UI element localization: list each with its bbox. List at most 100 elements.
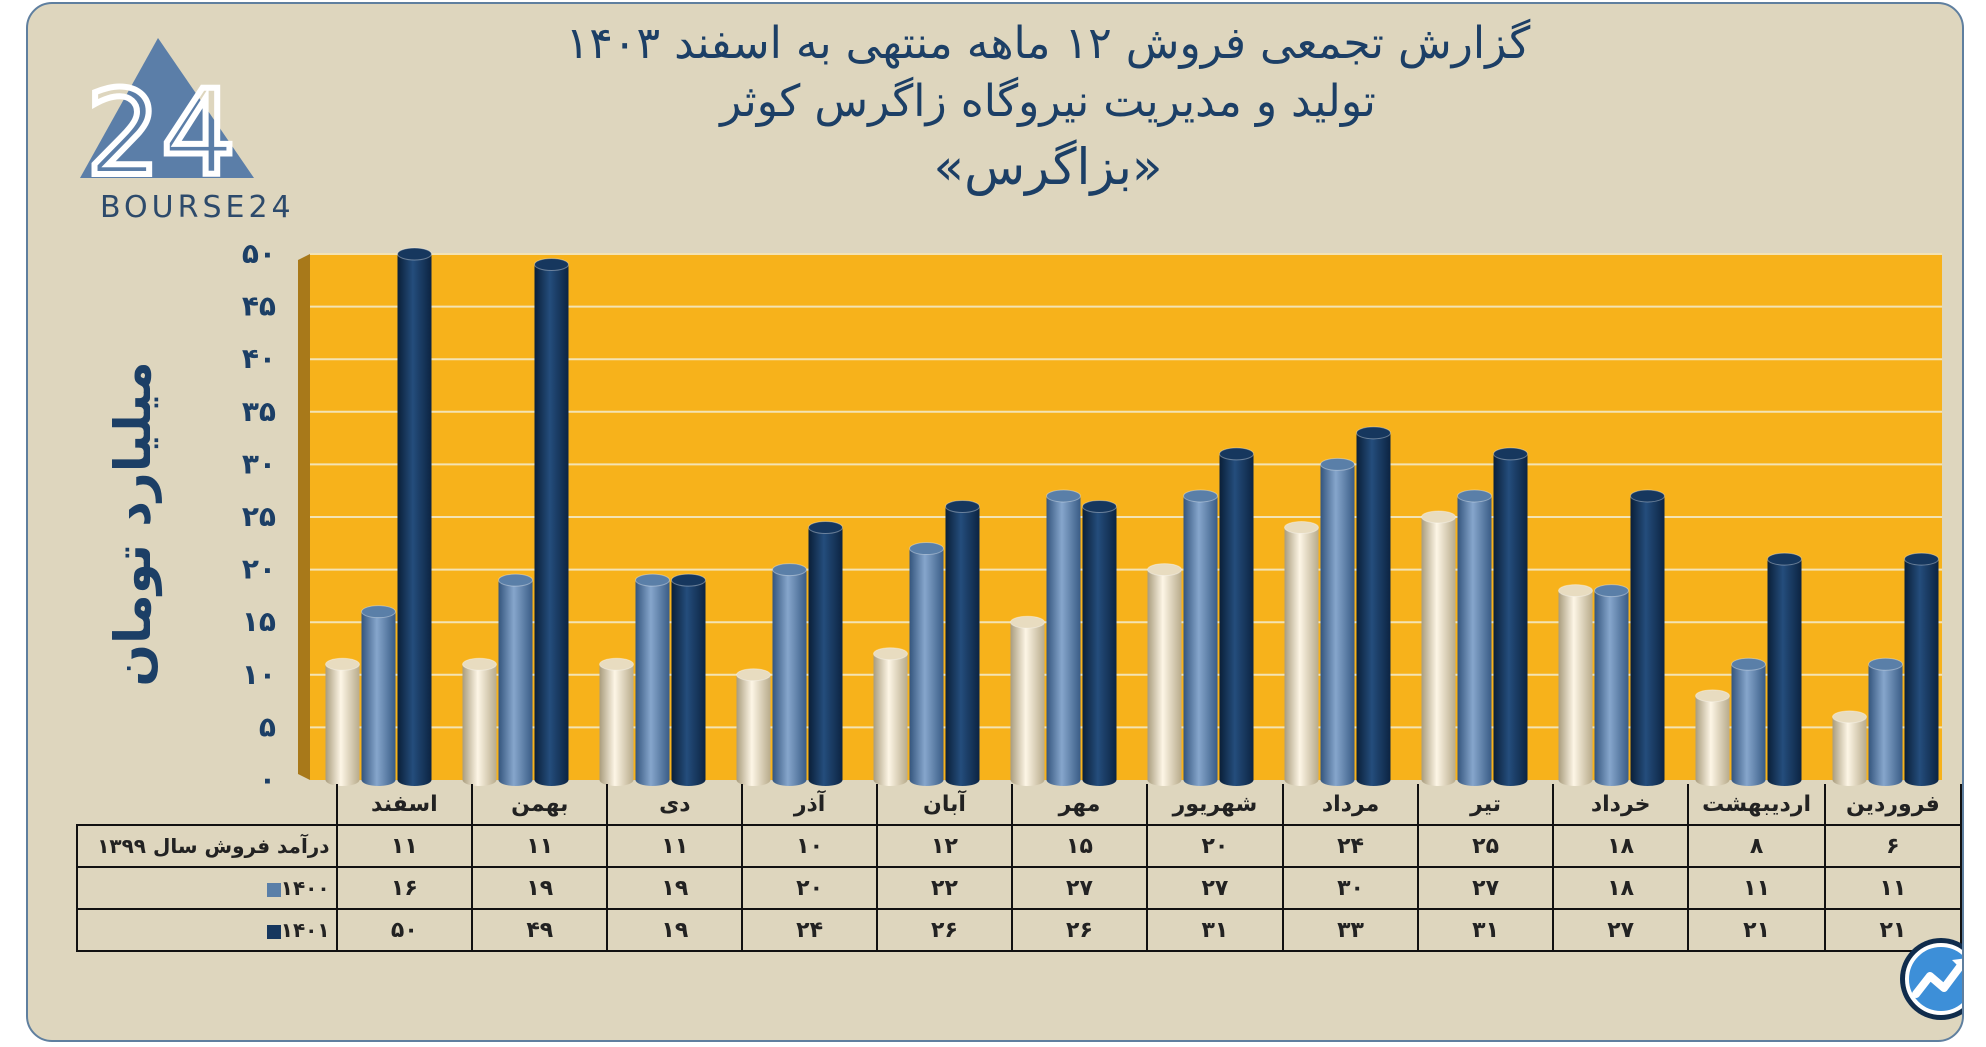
y-tick-label: ۱۵ <box>242 605 276 638</box>
data-label: ۱۲ <box>875 824 1013 868</box>
table-row: درآمد فروش سال ۱۳۹۹ ۱۱ ۱۱ ۱۱ ۱۰ ۱۲ ۱۵ ۲۰ ۲۴ ۲۵ ۱۸ ۸… <box>76 824 1962 868</box>
bars <box>325 247 1939 786</box>
data-label: ۲۰ <box>741 866 878 910</box>
data-label: ۱۱ <box>606 824 744 868</box>
logo-wordmark: BOURSE24 <box>100 190 295 225</box>
bar-3-6 <box>1219 447 1254 786</box>
y-tick-label: ۴۵ <box>242 290 276 323</box>
data-label: ۱۶ <box>335 866 474 910</box>
bar-1-5 <box>1284 521 1319 786</box>
legend-swatch <box>266 882 281 897</box>
month-label: بهمن <box>471 784 609 826</box>
bar-2-6 <box>1183 489 1218 786</box>
data-label: ۳۱ <box>1417 908 1554 952</box>
bar-2-5 <box>1320 457 1355 786</box>
data-label: ۸ <box>1687 824 1826 868</box>
bar-2-4 <box>1457 489 1492 786</box>
data-label: ۱۹ <box>471 866 609 910</box>
bar-1-8 <box>873 647 908 786</box>
data-label: ۳۳ <box>1281 908 1420 952</box>
bar-1-6 <box>1147 563 1182 786</box>
data-label: ۴۹ <box>471 908 609 952</box>
bar-2-10 <box>635 573 670 786</box>
data-label: ۲۷ <box>1145 866 1284 910</box>
data-label: ۱۱ <box>1687 866 1826 910</box>
series-label: درآمد فروش سال ۱۳۹۹ <box>76 824 338 868</box>
chart-title-line-3: «بزاگرس» <box>933 138 1163 196</box>
data-label: ۲۱ <box>1687 908 1826 952</box>
bar-2-2 <box>1731 657 1766 786</box>
month-label: دی <box>606 784 744 826</box>
bar-2-11 <box>498 573 533 786</box>
bar-3-9 <box>808 521 843 786</box>
month-label: تیر <box>1417 784 1554 826</box>
bar-3-7 <box>1082 499 1117 786</box>
data-label: ۲۷ <box>1010 866 1148 910</box>
data-label: ۳۰ <box>1281 866 1420 910</box>
bar-3-4 <box>1493 447 1528 786</box>
bar-3-11 <box>534 258 569 786</box>
data-label: ۲۴ <box>741 908 878 952</box>
data-label: ۱۹ <box>606 908 744 952</box>
table-corner-cell <box>77 784 338 826</box>
bourse24-logo-icon: 24 <box>80 38 254 205</box>
data-label: ۲۶ <box>875 908 1013 952</box>
bar-3-12 <box>397 247 432 786</box>
month-label: اردیبهشت <box>1687 784 1826 826</box>
trend-chart-badge-icon <box>1900 938 1962 1020</box>
data-label: ۶ <box>1823 824 1962 868</box>
bar-3-3 <box>1630 489 1665 786</box>
legend-swatch <box>266 924 281 939</box>
data-label: ۱۱ <box>335 824 474 868</box>
table-header-row: اسفند بهمن دی آذر آبان مهر شهریور مرداد تیر خرداد… <box>77 784 1962 826</box>
bar-1-12 <box>325 657 360 786</box>
data-label: ۲۲ <box>875 866 1013 910</box>
bar-3-8 <box>945 499 980 786</box>
chart-title-line-1: گزارش تجمعی فروش ۱۲ ماهه منتهی به اسفند … <box>565 18 1531 69</box>
month-label: آذر <box>741 784 878 826</box>
y-tick-label: ۲۵ <box>242 500 276 533</box>
month-label: مرداد <box>1281 784 1420 826</box>
gridlines <box>310 253 1942 729</box>
bar-1-3 <box>1558 584 1593 786</box>
series-name: ۱۴۰۰ <box>280 876 330 900</box>
data-label: ۲۰ <box>1145 824 1284 868</box>
month-label: مهر <box>1010 784 1148 826</box>
y-tick-label: ۵ <box>259 710 276 743</box>
data-label: ۲۶ <box>1010 908 1148 952</box>
data-label: ۱۵ <box>1010 824 1148 868</box>
bar-1-11 <box>462 657 497 786</box>
bar-1-4 <box>1421 510 1456 786</box>
month-label: خرداد <box>1551 784 1690 826</box>
chart-card: ۰ ۵ ۱۰ ۱۵ ۲۰ ۲۵ ۳۰ ۳۵ ۴۰ ۴۵ ۵۰ 24 گزارش تجمعی فروش… <box>26 2 1964 1042</box>
bar-2-9 <box>772 563 807 786</box>
bar-3-1 <box>1904 552 1939 786</box>
bar-3-2 <box>1767 552 1802 786</box>
chart-title-line-2: تولید و مدیریت نیروگاه زاگرس کوثر <box>720 76 1376 127</box>
data-label: ۵۰ <box>335 908 474 952</box>
y-tick-label: ۵۰ <box>242 237 276 270</box>
data-label: ۱۱ <box>1823 866 1962 910</box>
bar-1-7 <box>1010 615 1045 786</box>
month-label: اسفند <box>335 784 474 826</box>
y-tick-label: ۲۰ <box>242 553 276 586</box>
y-tick-label: ۱۰ <box>242 658 276 691</box>
bar-2-3 <box>1594 584 1629 786</box>
y-tick-label: ۳۰ <box>242 447 276 480</box>
y-tick-label: ۴۰ <box>242 342 276 375</box>
month-label: آبان <box>875 784 1013 826</box>
data-label: ۱۱ <box>471 824 609 868</box>
bar-2-12 <box>361 605 396 786</box>
series-label: ۱۴۰۱ <box>76 908 338 952</box>
bar-1-10 <box>599 657 634 786</box>
bar-2-8 <box>909 542 944 786</box>
month-label: شهریور <box>1145 784 1284 826</box>
month-label: فروردین <box>1823 784 1962 826</box>
series-name: درآمد فروش سال ۱۳۹۹ <box>97 834 330 858</box>
bar-1-2 <box>1695 689 1730 786</box>
data-label: ۱۸ <box>1551 866 1690 910</box>
data-label: ۲۵ <box>1417 824 1554 868</box>
data-label: ۲۴ <box>1281 824 1420 868</box>
bar-3-5 <box>1356 426 1391 786</box>
